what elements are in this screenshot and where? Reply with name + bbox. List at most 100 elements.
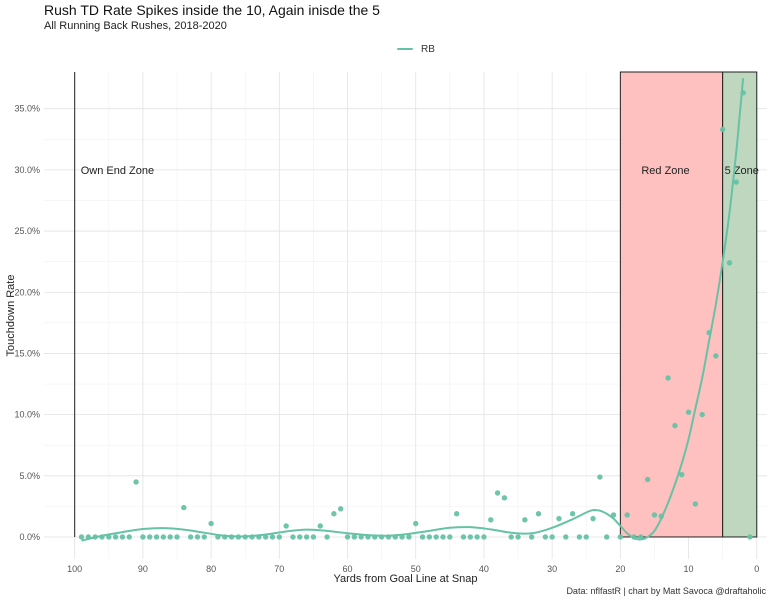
data-point [167, 534, 173, 540]
data-point [569, 511, 576, 517]
data-point [604, 534, 610, 540]
x-tick-label: 40 [479, 564, 489, 574]
y-tick-label: 10.0% [14, 410, 40, 420]
y-axis-title: Touchdown Rate [5, 275, 17, 357]
x-tick-label: 0 [754, 564, 759, 574]
data-point [174, 534, 180, 540]
data-point [685, 409, 692, 415]
y-tick-label: 5.0% [19, 471, 40, 481]
legend-line-icon [395, 42, 415, 56]
zone-rect [619, 71, 724, 538]
data-point [283, 523, 289, 529]
data-point [515, 534, 521, 540]
data-point [467, 534, 473, 540]
data-point [413, 520, 419, 527]
data-point [440, 534, 446, 540]
data-point [542, 534, 549, 540]
data-point [419, 534, 426, 540]
data-point [297, 534, 303, 540]
data-point [187, 534, 194, 540]
smooth-trend-line [81, 78, 745, 542]
x-tick-label: 100 [67, 564, 82, 574]
zone-label-5-zone: 5 Zone [725, 165, 759, 177]
zone-label-red-zone: Red Zone [641, 165, 689, 177]
data-point [269, 534, 276, 540]
x-tick-label: 50 [411, 564, 421, 574]
data-point [303, 534, 310, 540]
data-point [201, 534, 207, 540]
data-point [713, 353, 719, 359]
y-tick-label: 35.0% [14, 104, 40, 114]
y-tick-label: 30.0% [14, 165, 40, 175]
x-axis-title: Yards from Goal Line at Snap [333, 573, 477, 585]
data-point [624, 512, 630, 518]
zone-rect [722, 71, 758, 538]
data-point [528, 534, 535, 540]
data-point [126, 534, 132, 540]
data-point [290, 534, 296, 540]
data-point [508, 534, 514, 540]
data-point [460, 534, 467, 540]
data-point [147, 534, 153, 540]
chart-subtitle: All Running Back Rushes, 2018-2020 [44, 20, 227, 32]
data-point [181, 504, 187, 511]
data-point [481, 534, 487, 540]
x-tick-label: 60 [343, 564, 353, 574]
data-point [426, 534, 433, 540]
data-point [344, 534, 351, 540]
data-point [719, 126, 726, 133]
x-tick-label: 10 [684, 564, 694, 574]
data-point [276, 534, 283, 540]
data-point [453, 511, 460, 517]
data-point [324, 534, 330, 540]
x-tick-label: 20 [615, 564, 625, 574]
data-point [617, 534, 624, 540]
data-point [208, 520, 214, 527]
zone-label-own-end-zone: Own End Zone [81, 165, 154, 177]
data-point [679, 471, 685, 478]
data-point [747, 534, 753, 540]
data-point [733, 179, 740, 185]
x-tick-label: 70 [274, 564, 284, 574]
data-point [433, 534, 439, 540]
data-point [672, 422, 678, 429]
y-tick-label: 20.0% [14, 287, 40, 297]
x-tick-label: 80 [206, 564, 216, 574]
data-point [331, 511, 337, 517]
data-point [78, 534, 85, 540]
data-point [406, 534, 412, 540]
chart-title: Rush TD Rate Spikes inside the 10, Again… [44, 2, 380, 18]
data-point [556, 515, 562, 522]
data-point [583, 534, 589, 540]
data-point [563, 534, 569, 540]
data-point [549, 534, 555, 540]
data-point [338, 506, 344, 512]
data-point [692, 501, 699, 507]
data-point [651, 512, 658, 518]
data-point [140, 534, 146, 540]
data-point [494, 490, 501, 496]
data-point [112, 534, 119, 540]
data-point [160, 534, 167, 540]
data-point [351, 534, 358, 540]
data-point [474, 534, 480, 540]
data-point [726, 260, 733, 266]
data-point [133, 479, 139, 485]
data-point [597, 474, 603, 480]
data-point [153, 534, 160, 540]
data-point [576, 534, 583, 540]
data-point [501, 495, 508, 501]
y-tick-label: 15.0% [14, 348, 40, 358]
data-point [310, 534, 317, 540]
x-tick-label: 30 [547, 564, 557, 574]
data-point [119, 534, 126, 540]
legend: RB [395, 42, 435, 56]
data-point [699, 411, 705, 418]
data-point [644, 476, 651, 483]
data-point [535, 511, 542, 517]
data-point [590, 515, 596, 522]
data-point [447, 534, 453, 540]
y-tick-label: 0.0% [19, 532, 40, 542]
data-point [194, 534, 201, 540]
